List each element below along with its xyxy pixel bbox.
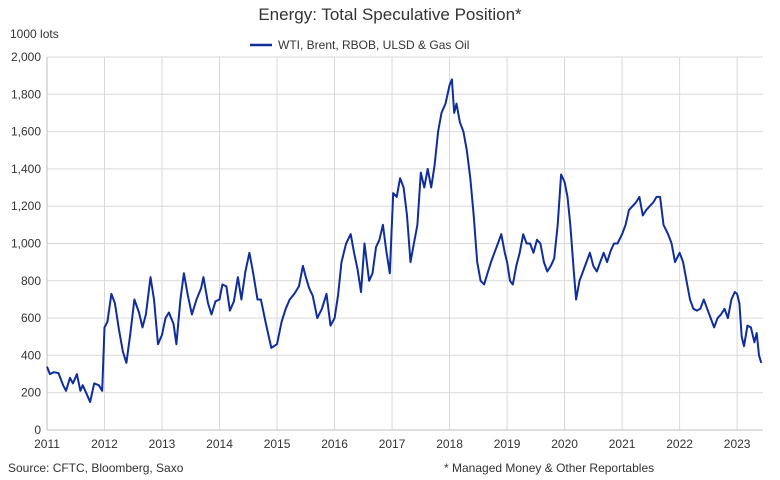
x-tick-label: 2022 — [666, 437, 693, 451]
x-tick-label: 2021 — [609, 437, 636, 451]
y-tick-label: 1,000 — [11, 237, 41, 251]
y-tick-label: 1,200 — [11, 199, 41, 213]
legend: WTI, Brent, RBOB, ULSD & Gas Oil — [250, 38, 469, 52]
x-tick-label: 2015 — [264, 437, 291, 451]
y-tick-label: 400 — [21, 348, 41, 362]
gridlines — [46, 56, 763, 431]
x-tick-label: 2017 — [379, 437, 406, 451]
y-tick-label: 1,400 — [11, 162, 41, 176]
y-tick-label: 1,600 — [11, 125, 41, 139]
x-tick-label: 2023 — [724, 437, 751, 451]
series-layer — [46, 78, 763, 403]
y-axis-ticks: 0 200 400 600 800 1,000 1,200 1,400 1,600 1,800 2,… — [11, 50, 41, 437]
source-note: Source: CFTC, Bloomberg, Saxo — [8, 461, 184, 475]
x-tick-label: 2013 — [149, 437, 176, 451]
x-tick-label: 2020 — [551, 437, 578, 451]
x-tick-label: 2012 — [91, 437, 118, 451]
y-tick-label: 600 — [21, 311, 41, 325]
y-tick-label: 0 — [34, 423, 41, 437]
y-axis-unit-label: 1000 lots — [10, 27, 59, 41]
y-tick-label: 2,000 — [11, 50, 41, 64]
footnote: * Managed Money & Other Reportables — [444, 461, 654, 475]
x-axis-ticks: 2011 2012 2013 2014 2015 2016 2017 2018 2019 2020… — [34, 437, 751, 451]
chart-title: Energy: Total Speculative Position* — [258, 5, 522, 24]
series-line — [46, 78, 763, 403]
x-tick-label: 2019 — [494, 437, 521, 451]
y-tick-label: 800 — [21, 274, 41, 288]
x-tick-label: 2014 — [206, 437, 233, 451]
legend-label: WTI, Brent, RBOB, ULSD & Gas Oil — [278, 38, 469, 52]
x-tick-label: 2016 — [321, 437, 348, 451]
x-tick-label: 2018 — [436, 437, 463, 451]
x-tick-label: 2011 — [34, 437, 60, 451]
y-tick-label: 1,800 — [11, 87, 41, 101]
y-tick-label: 200 — [21, 386, 41, 400]
